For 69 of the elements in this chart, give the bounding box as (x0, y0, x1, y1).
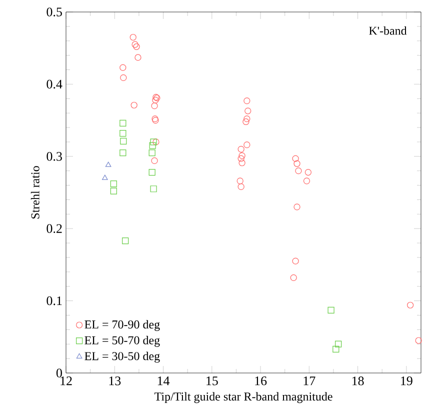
x-tick-label: 12 (60, 376, 72, 386)
point (148, 168, 156, 176)
point (295, 168, 302, 174)
point (130, 102, 138, 108)
y-tick-label: 0.3 (46, 152, 62, 161)
point (236, 178, 244, 184)
point (133, 43, 140, 50)
point (303, 178, 310, 184)
point (122, 238, 129, 244)
point (244, 97, 250, 104)
point (120, 74, 127, 81)
point (292, 155, 299, 162)
y-tick-label: 0.2 (46, 224, 62, 234)
point (294, 204, 300, 210)
point (328, 306, 334, 314)
point (242, 118, 250, 126)
point (102, 174, 108, 180)
x-tick-label: 17 (304, 376, 316, 386)
point (151, 102, 158, 110)
legend-label: EL = 30-50 deg (84, 352, 160, 363)
point (110, 188, 117, 194)
y-tick-label: 0.5 (46, 8, 62, 16)
y-tick-label: 0.4 (46, 80, 62, 89)
point (244, 116, 250, 122)
x-tick-label: 14 (158, 376, 170, 386)
point (120, 149, 126, 156)
point (238, 160, 246, 166)
legend-label: EL = 70-90 deg (84, 320, 160, 331)
x-tick-label: 15 (206, 376, 218, 386)
point (105, 162, 112, 167)
point (120, 130, 126, 137)
y-tick-label: 0 (56, 368, 62, 378)
point (332, 346, 340, 352)
point (238, 152, 246, 159)
point (292, 258, 299, 264)
point (134, 54, 142, 61)
annotation: K'-band (369, 26, 407, 35)
point (244, 108, 252, 114)
point (415, 337, 422, 344)
point (120, 64, 126, 71)
point (130, 34, 136, 41)
y-axis-title: Strehl ratio (30, 166, 40, 219)
point (120, 120, 126, 126)
x-axis-title: Tip/Tilt guide star R-band magnitude (154, 392, 332, 404)
point (152, 96, 159, 104)
point (238, 146, 244, 152)
point (335, 340, 342, 348)
x-tick-label: 16 (255, 376, 267, 386)
point (148, 149, 156, 156)
point (152, 138, 160, 146)
point (244, 142, 250, 148)
point (294, 160, 300, 167)
y-tick-label: 0.1 (46, 296, 62, 306)
point (238, 155, 244, 162)
legend-label: EL = 50-70 deg (84, 336, 160, 347)
x-tick-label: 13 (109, 376, 121, 386)
point (150, 138, 157, 146)
point (120, 138, 127, 145)
point (132, 41, 138, 48)
point (238, 183, 244, 190)
point (407, 302, 414, 308)
point (290, 274, 297, 281)
point (110, 180, 117, 188)
x-tick-label: 19 (401, 376, 412, 386)
point (151, 157, 158, 164)
point (150, 186, 157, 192)
point (149, 142, 156, 149)
point (304, 168, 312, 176)
x-tick-label: 18 (352, 376, 364, 386)
